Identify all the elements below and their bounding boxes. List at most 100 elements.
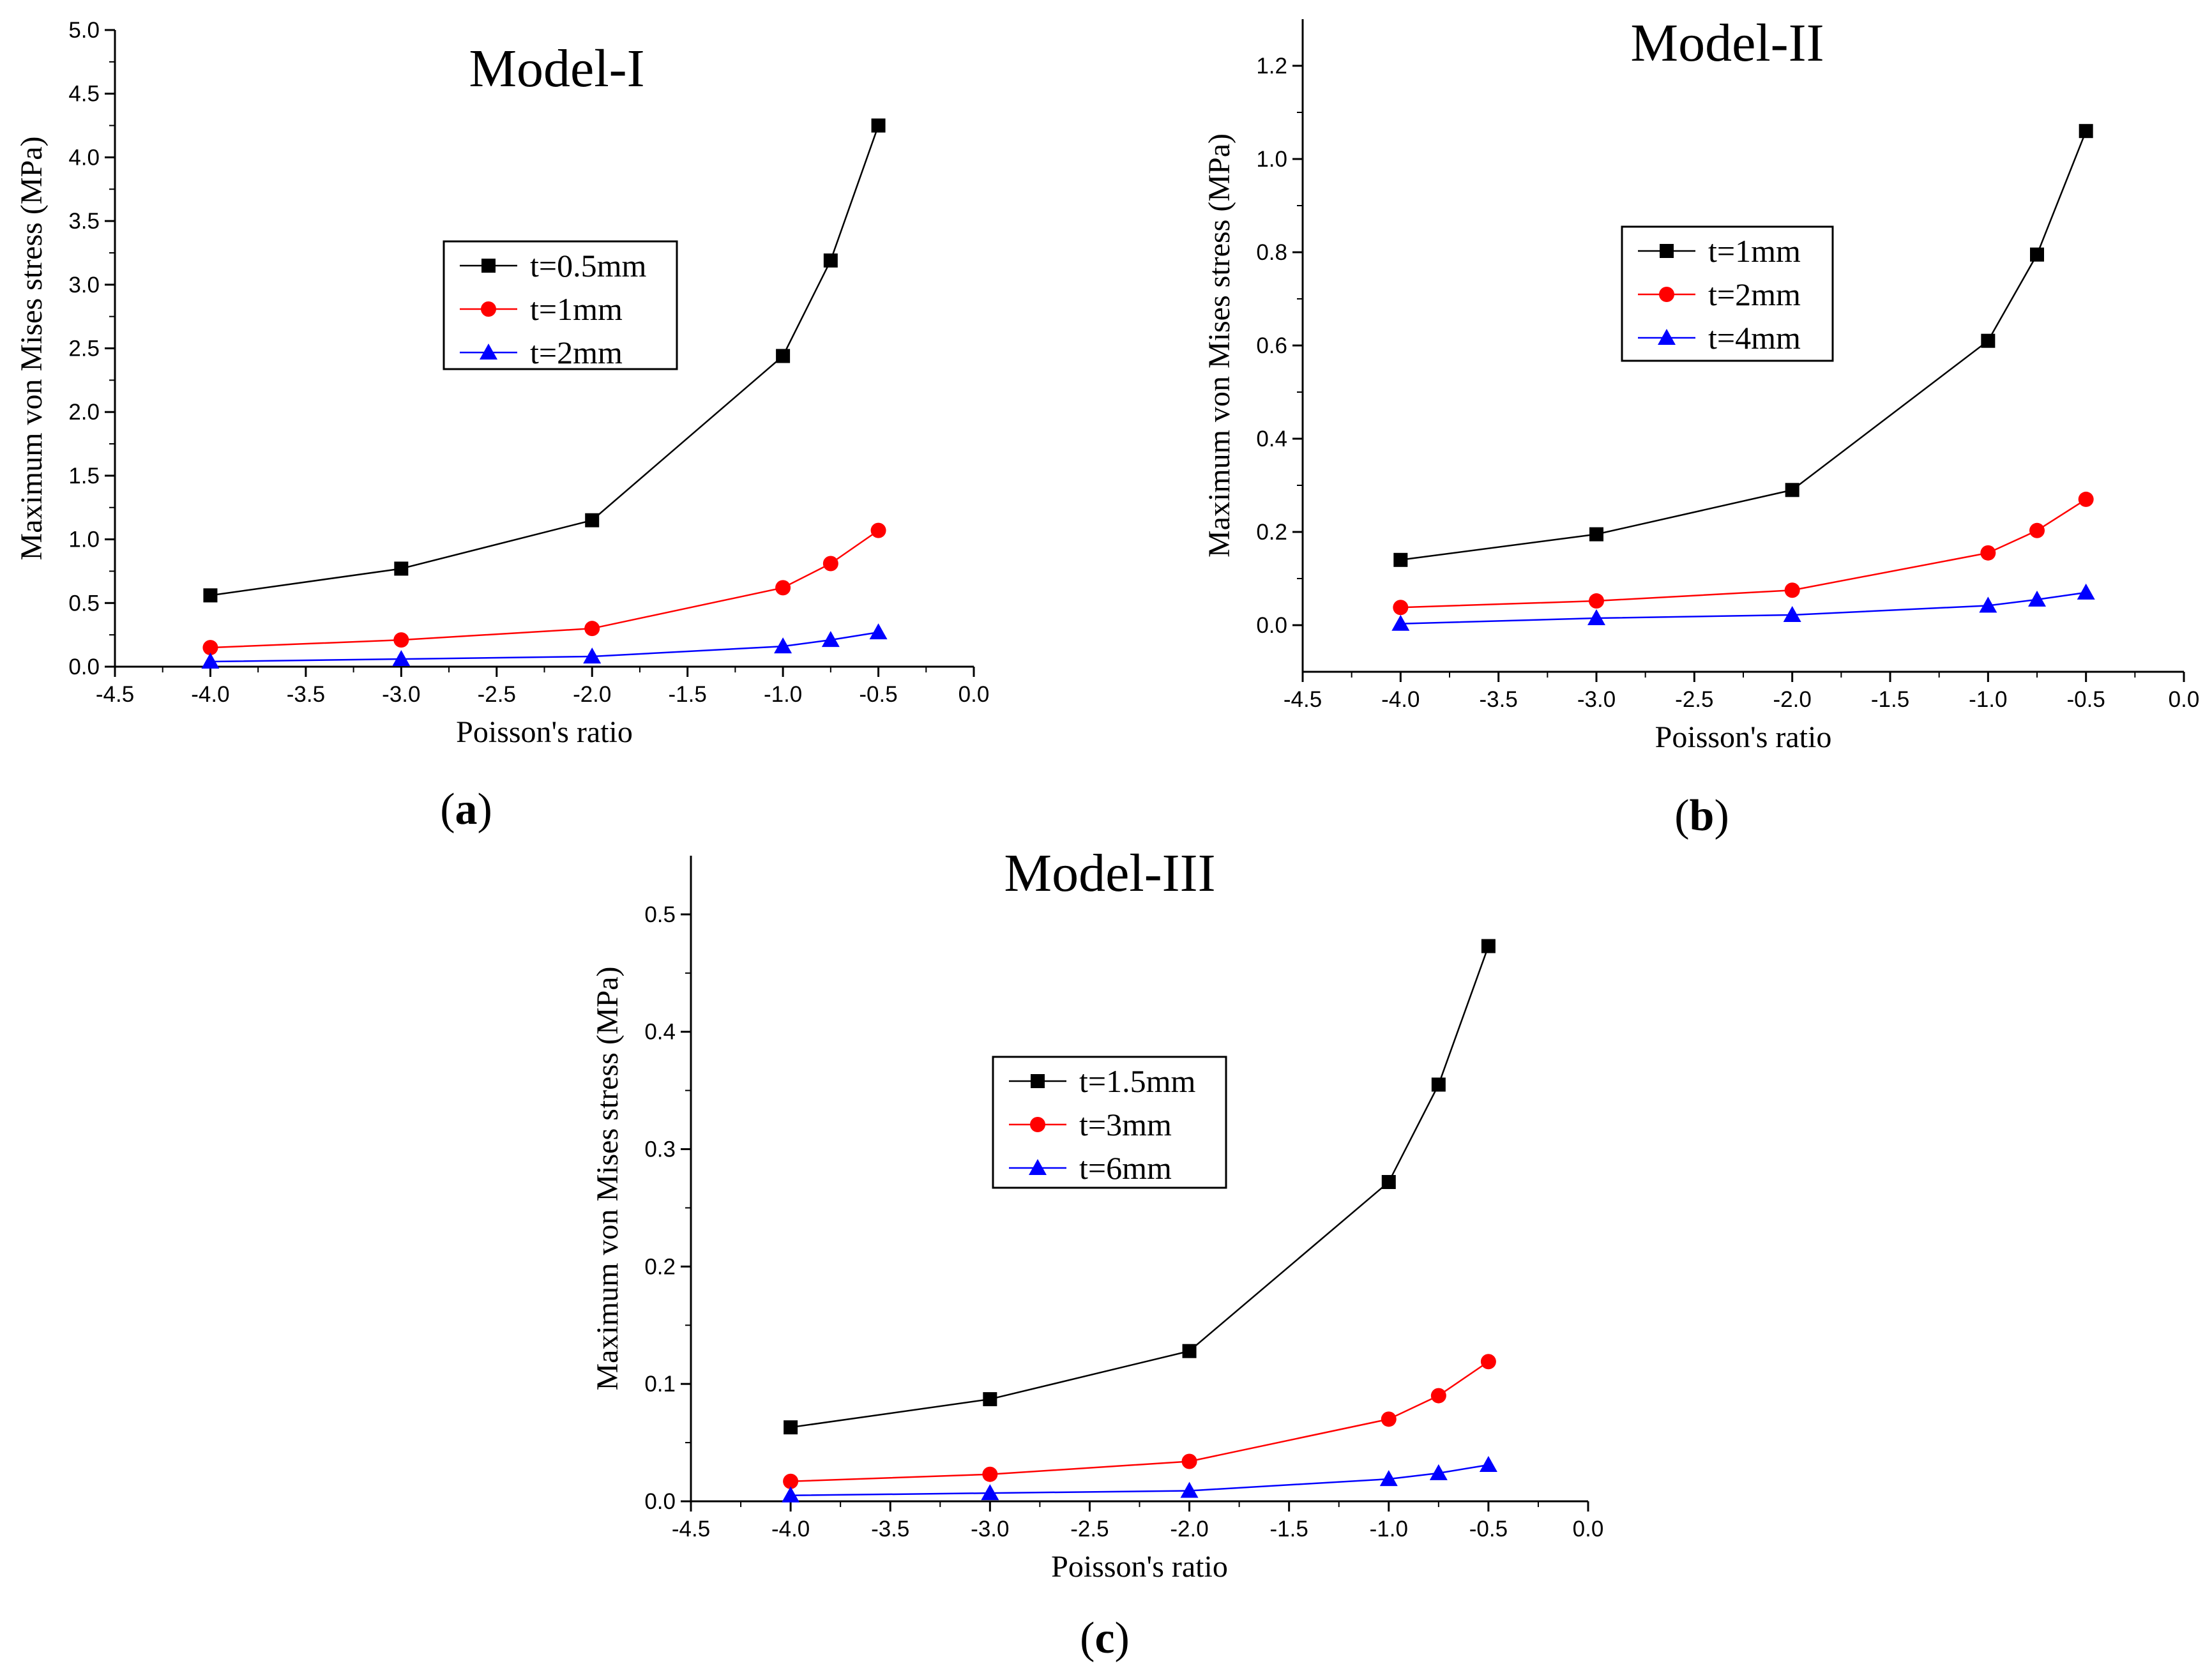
data-point	[1379, 1470, 1398, 1487]
data-point	[2028, 590, 2046, 607]
y-tick-label: 1.5	[68, 464, 100, 489]
legend-label: t=1mm	[1708, 233, 1801, 269]
x-tick-label: 0.0	[958, 682, 990, 707]
caption-paren-close: )	[478, 785, 492, 834]
data-point	[394, 561, 409, 576]
y-tick-label: 0.2	[1256, 520, 1287, 545]
data-point	[1381, 1175, 1396, 1190]
y-tick-label: 0.1	[644, 1372, 676, 1397]
x-tick-label: -3.5	[287, 682, 325, 707]
caption-paren-open: (	[1080, 1614, 1095, 1663]
y-tick-label: 0.5	[644, 902, 676, 927]
legend-marker	[481, 259, 496, 273]
caption-paren-close: )	[1115, 1614, 1130, 1663]
x-tick-label: -3.0	[1577, 687, 1616, 712]
y-tick-label: 1.0	[1256, 147, 1287, 172]
x-tick-label: -3.5	[871, 1517, 909, 1542]
legend: t=0.5mm t=1mm t=2mm	[443, 240, 678, 370]
data-point	[982, 1466, 998, 1482]
series-line	[210, 529, 879, 649]
data-point	[583, 648, 602, 664]
x-tick-label: -1.0	[764, 682, 802, 707]
legend-label: t=0.5mm	[530, 248, 646, 284]
data-point	[584, 621, 600, 637]
x-tick-label: -2.5	[478, 682, 516, 707]
x-tick-label: -2.0	[1773, 687, 1812, 712]
data-point	[585, 513, 600, 527]
series-line	[1400, 498, 2087, 609]
legend-marker	[481, 301, 496, 317]
y-axis-label: Maximum von Mises stress (MPa)	[1202, 133, 1236, 557]
y-tick-label: 0.5	[68, 591, 100, 616]
data-point	[1981, 333, 1996, 348]
y-tick-label: 0.0	[644, 1489, 676, 1514]
x-tick-label: -4.0	[191, 682, 229, 707]
data-point	[784, 1420, 798, 1435]
legend-label: t=2mm	[1708, 277, 1801, 312]
data-point	[782, 1486, 800, 1503]
y-tick-label: 2.0	[68, 400, 100, 425]
legend-marker	[1658, 329, 1676, 345]
series-line	[1400, 591, 2086, 625]
chart-title: Model-I	[469, 39, 644, 98]
data-point	[2079, 124, 2093, 139]
y-tick-label: 4.0	[68, 145, 100, 170]
caption-letter: b	[1690, 791, 1715, 840]
data-point	[776, 349, 791, 363]
figure-caption: (a)	[440, 785, 492, 834]
data-point	[870, 522, 886, 538]
y-tick-label: 1.0	[68, 527, 100, 552]
caption-paren-close: )	[1714, 791, 1729, 840]
legend-label: t=6mm	[1079, 1150, 1172, 1186]
data-point	[1431, 1077, 1446, 1092]
y-tick-label: 0.0	[68, 655, 100, 679]
data-point	[2029, 522, 2045, 538]
chart-a: -4.5 -4.0 -3.5 -3.0 -2.5 -2.0 -1.5 -1.0 -0.5 0.0 0…	[15, 18, 989, 834]
series-t=1.5mm	[784, 939, 1496, 1435]
x-axis-label: Poisson's ratio	[1051, 1550, 1228, 1584]
data-point	[775, 580, 791, 596]
x-tick-label: -3.5	[1480, 687, 1518, 712]
legend-label: t=4mm	[1708, 320, 1801, 356]
x-tick-label: -2.0	[1170, 1517, 1208, 1542]
series-t=2mm	[201, 623, 888, 669]
legend-marker	[1660, 244, 1674, 258]
data-point	[1784, 582, 1800, 598]
data-point	[871, 118, 886, 133]
x-tick-label: -1.0	[1370, 1517, 1408, 1542]
data-point	[1479, 1456, 1497, 1473]
y-tick-label: 0.0	[1256, 613, 1287, 638]
legend-marker	[480, 344, 497, 360]
y-tick-label: 3.0	[68, 273, 100, 298]
chart-title: Model-II	[1630, 13, 1824, 73]
data-point	[1783, 605, 1801, 622]
series-line	[1400, 130, 2087, 561]
data-point	[981, 1484, 999, 1501]
x-tick-label: -2.0	[573, 682, 611, 707]
legend-label: t=1.5mm	[1079, 1063, 1195, 1099]
data-point	[1587, 609, 1605, 626]
x-tick-label: -0.5	[859, 682, 897, 707]
data-point	[1589, 527, 1603, 542]
data-point	[1980, 545, 1996, 561]
data-point	[202, 640, 218, 656]
series-t=6mm	[782, 1456, 1497, 1503]
y-axis-label: Maximum von Mises stress (MPa)	[591, 967, 625, 1391]
x-tick-label: -1.0	[1969, 687, 2007, 712]
series-line	[210, 631, 879, 663]
legend: t=1mm t=2mm t=4mm	[1621, 225, 1834, 362]
figure-caption: (c)	[1080, 1614, 1130, 1663]
chart-b: -4.5 -4.0 -3.5 -3.0 -2.5 -2.0 -1.5 -1.0 -0.5 0.0 0…	[1202, 13, 2199, 840]
x-tick-label: -1.5	[669, 682, 707, 707]
series-line	[791, 1464, 1489, 1497]
y-tick-label: 5.0	[68, 18, 100, 43]
data-point	[1785, 483, 1799, 497]
series-line	[790, 946, 1490, 1429]
data-point	[1181, 1453, 1197, 1469]
data-point	[869, 623, 888, 640]
x-tick-label: 0.0	[2169, 687, 2200, 712]
series-t=3mm	[783, 1354, 1496, 1489]
x-tick-label: -4.5	[672, 1517, 710, 1542]
legend-label: t=3mm	[1079, 1107, 1172, 1142]
